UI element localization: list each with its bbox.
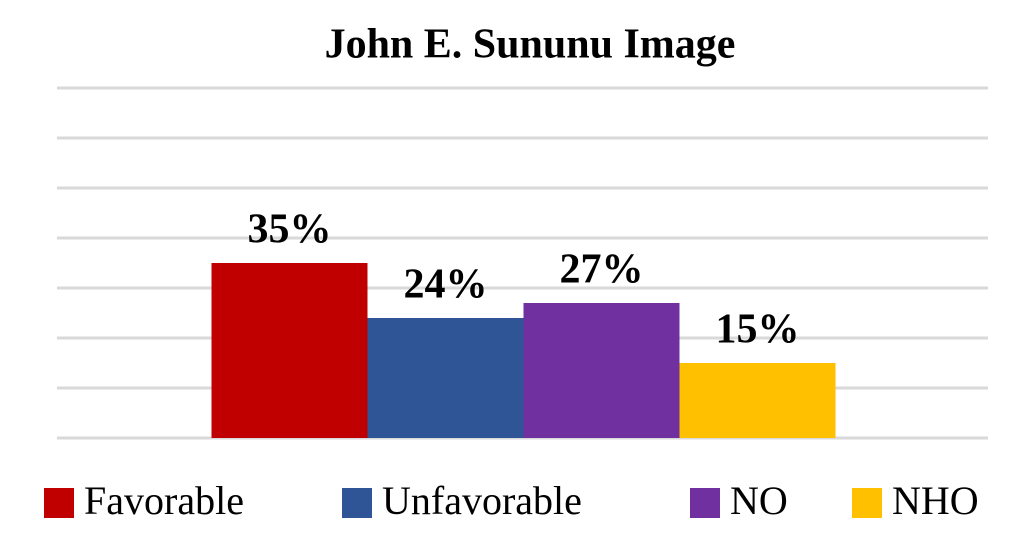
legend-label: NHO bbox=[892, 478, 979, 523]
bar bbox=[367, 318, 524, 438]
value-label: 24% bbox=[404, 262, 488, 308]
value-label: 35% bbox=[248, 207, 332, 253]
legend-swatch bbox=[690, 488, 720, 518]
legend-label: NO bbox=[730, 478, 788, 523]
legend-swatch bbox=[852, 488, 882, 518]
value-label: 15% bbox=[716, 307, 800, 353]
legend-label: Unfavorable bbox=[382, 478, 582, 523]
bar bbox=[679, 363, 836, 438]
bar bbox=[523, 303, 680, 438]
legend-swatch bbox=[44, 488, 74, 518]
legend-swatch bbox=[342, 488, 372, 518]
chart-title: John E. Sununu Image bbox=[325, 22, 736, 68]
value-label: 27% bbox=[560, 247, 644, 293]
legend-label: Favorable bbox=[84, 478, 244, 523]
bar bbox=[211, 263, 368, 438]
